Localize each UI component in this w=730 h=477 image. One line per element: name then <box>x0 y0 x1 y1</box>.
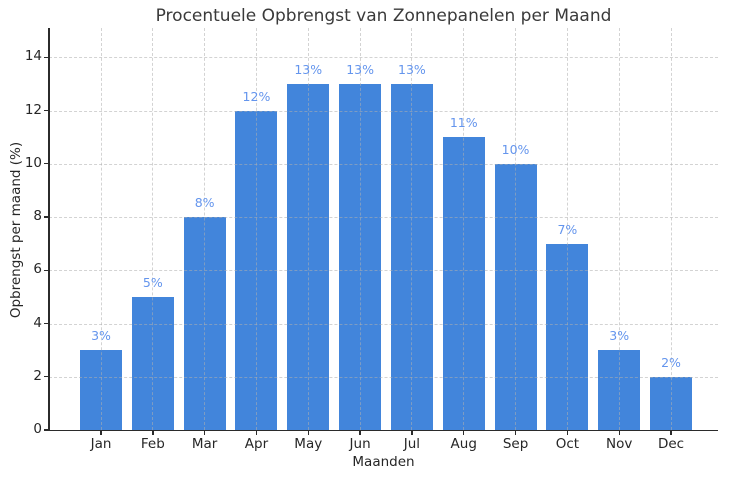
x-tick-label-dec: Dec <box>657 436 685 452</box>
bar-value-label-may: 13% <box>294 61 323 77</box>
x-tick-mark-dec <box>670 431 672 435</box>
y-tick-mark-12 <box>44 109 48 112</box>
bar-value-label-jul: 13% <box>398 61 426 77</box>
bar-value-label-feb: 5% <box>142 274 163 290</box>
gridline-v-dec <box>670 28 672 430</box>
gridline-v-apr <box>255 28 257 430</box>
x-tick-label-aug: Aug <box>450 436 477 452</box>
gridline-v-may <box>307 28 309 430</box>
y-tick-label-0: 0 <box>33 421 42 437</box>
x-tick-mark-apr <box>255 431 258 435</box>
gridline-h-2 <box>49 376 718 378</box>
y-tick-label-4: 4 <box>33 314 42 331</box>
x-tick-label-may: May <box>294 436 323 452</box>
bar-value-label-sep: 10% <box>501 141 530 157</box>
plot-area: 3% 5% 8% 12% 13% 13% 13% 11% 10% 7% 3% 2% <box>49 28 718 430</box>
x-tick-label-nov: Nov <box>606 436 633 452</box>
x-tick-mark-mar <box>203 431 206 435</box>
bar-value-label-dec: 2% <box>661 354 681 370</box>
bar-value-label-apr: 12% <box>242 88 271 104</box>
y-tick-label-6: 6 <box>33 261 42 278</box>
bar-value-label-nov: 3% <box>609 328 630 344</box>
x-axis-spine <box>48 429 718 432</box>
bar-value-label-jan: 3% <box>91 328 111 344</box>
gridline-h-6 <box>49 270 718 272</box>
gridline-v-jun <box>359 28 361 430</box>
x-tick-label-oct: Oct <box>555 436 580 452</box>
y-tick-mark-8 <box>44 216 48 218</box>
gridline-h-8 <box>49 217 718 219</box>
bar-value-label-jun: 13% <box>346 61 374 77</box>
y-tick-label-14: 14 <box>24 48 42 65</box>
gridline-h-12 <box>49 110 718 112</box>
x-tick-mark-nov <box>618 431 620 435</box>
gridline-v-oct <box>566 28 568 430</box>
x-tick-label-apr: Apr <box>244 436 269 452</box>
y-tick-label-10: 10 <box>24 154 42 171</box>
y-tick-mark-14 <box>44 56 48 58</box>
y-tick-label-2: 2 <box>33 367 42 384</box>
x-tick-mark-aug <box>463 431 465 435</box>
y-tick-label-8: 8 <box>33 208 42 225</box>
gridline-h-10 <box>49 163 718 165</box>
x-tick-label-feb: Feb <box>140 436 165 452</box>
x-tick-mark-feb <box>152 431 154 435</box>
x-tick-mark-may <box>307 431 309 435</box>
gridline-v-feb <box>152 28 154 430</box>
bar-value-label-aug: 11% <box>449 115 478 131</box>
y-tick-mark-4 <box>44 322 48 325</box>
y-tick-label-12: 12 <box>24 101 42 118</box>
y-tick-mark-2 <box>44 376 48 378</box>
gridline-v-sep <box>515 28 517 430</box>
x-tick-mark-oct <box>566 431 569 435</box>
x-tick-label-jul: Jul <box>403 436 421 452</box>
x-axis-label: Maanden <box>352 454 415 470</box>
x-tick-label-sep: Sep <box>502 436 529 452</box>
y-tick-mark-6 <box>44 269 48 271</box>
x-tick-mark-sep <box>514 431 517 435</box>
x-tick-mark-jun <box>359 431 361 435</box>
y-tick-mark-0 <box>44 429 48 431</box>
gridline-v-mar <box>204 28 206 430</box>
gridline-v-aug <box>463 28 465 430</box>
x-tick-mark-jul <box>411 431 413 435</box>
y-tick-mark-10 <box>44 163 48 165</box>
y-axis-spine <box>48 28 50 431</box>
gridline-h-14 <box>49 57 718 59</box>
chart-title: Procentuele Opbrengst van Zonnepanelen p… <box>155 6 612 26</box>
gridline-v-nov <box>618 28 620 430</box>
gridline-v-jul <box>411 28 413 430</box>
gridline-v-jan <box>100 28 102 430</box>
x-tick-label-jun: Jun <box>349 436 371 452</box>
x-tick-mark-jan <box>100 431 102 435</box>
gridline-h-4 <box>49 323 718 325</box>
bar-value-label-mar: 8% <box>194 195 215 211</box>
x-tick-label-mar: Mar <box>191 436 218 452</box>
bar-value-label-oct: 7% <box>557 221 578 237</box>
x-tick-label-jan: Jan <box>90 436 112 452</box>
